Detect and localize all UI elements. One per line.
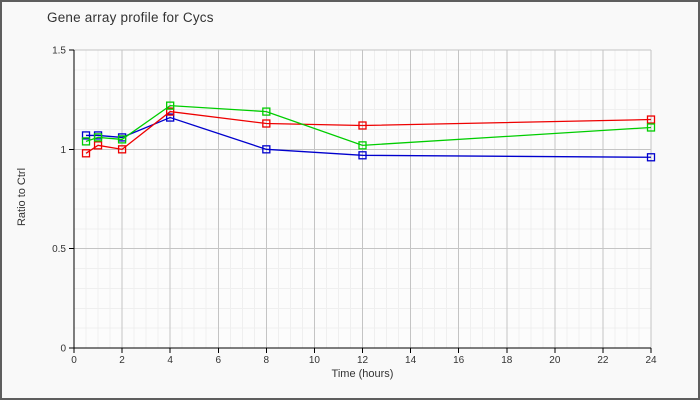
x-tick-label: 14 — [405, 355, 417, 366]
x-tick-label: 20 — [549, 355, 561, 366]
series-green-marker — [358, 141, 367, 150]
y-tick-label: 0 — [60, 344, 66, 355]
chart-title: Gene array profile for Cycs — [47, 10, 214, 25]
x-tick-label: 18 — [501, 355, 513, 366]
y-axis-label: Ratio to Ctrl — [16, 167, 28, 227]
x-tick-label: 0 — [71, 355, 77, 366]
x-tick-label: 8 — [264, 355, 270, 366]
x-tick-label: 4 — [167, 355, 173, 366]
y-ticks: 0 0.5 1 1.5 — [52, 46, 74, 355]
series-blue-marker — [646, 153, 656, 162]
series-green — [81, 101, 656, 150]
y-tick-label: 1 — [60, 145, 66, 156]
series-red-marker — [93, 141, 103, 150]
series-blue-marker — [166, 113, 175, 122]
series-red-marker — [166, 107, 175, 116]
x-tick-label: 22 — [597, 355, 609, 366]
series-red-marker — [262, 119, 271, 128]
x-tick-label: 24 — [645, 355, 657, 366]
y-tick-label: 0.5 — [52, 244, 66, 255]
x-tick-label: 2 — [119, 355, 125, 366]
series-red-marker — [81, 149, 91, 158]
series-red-marker — [358, 121, 367, 130]
series-green-marker — [166, 101, 175, 110]
series-green-marker — [93, 133, 103, 142]
series-blue-marker — [262, 145, 271, 154]
series-red-marker — [117, 145, 127, 154]
series-green-line — [85, 104, 652, 147]
x-tick-label: 12 — [357, 355, 369, 366]
x-tick-label: 16 — [453, 355, 465, 366]
y-tick-label: 1.5 — [52, 46, 66, 57]
series-blue-marker — [358, 151, 367, 160]
series-red-marker — [646, 115, 656, 124]
x-tick-label: 6 — [215, 355, 221, 366]
series-blue-marker — [81, 131, 91, 140]
major-grid — [74, 49, 652, 348]
x-ticks: 0 2 4 6 8 10 12 14 16 18 20 22 24 — [71, 348, 657, 366]
series-green-marker — [262, 107, 271, 116]
series-green-marker — [646, 123, 656, 132]
x-tick-label: 10 — [309, 355, 321, 366]
series-green-marker — [81, 137, 91, 146]
x-axis-label: Time (hours) — [331, 368, 394, 380]
series-blue-line — [86, 116, 652, 158]
series-red — [81, 107, 656, 158]
series-green-marker — [117, 135, 127, 144]
series-red-line — [85, 110, 652, 154]
